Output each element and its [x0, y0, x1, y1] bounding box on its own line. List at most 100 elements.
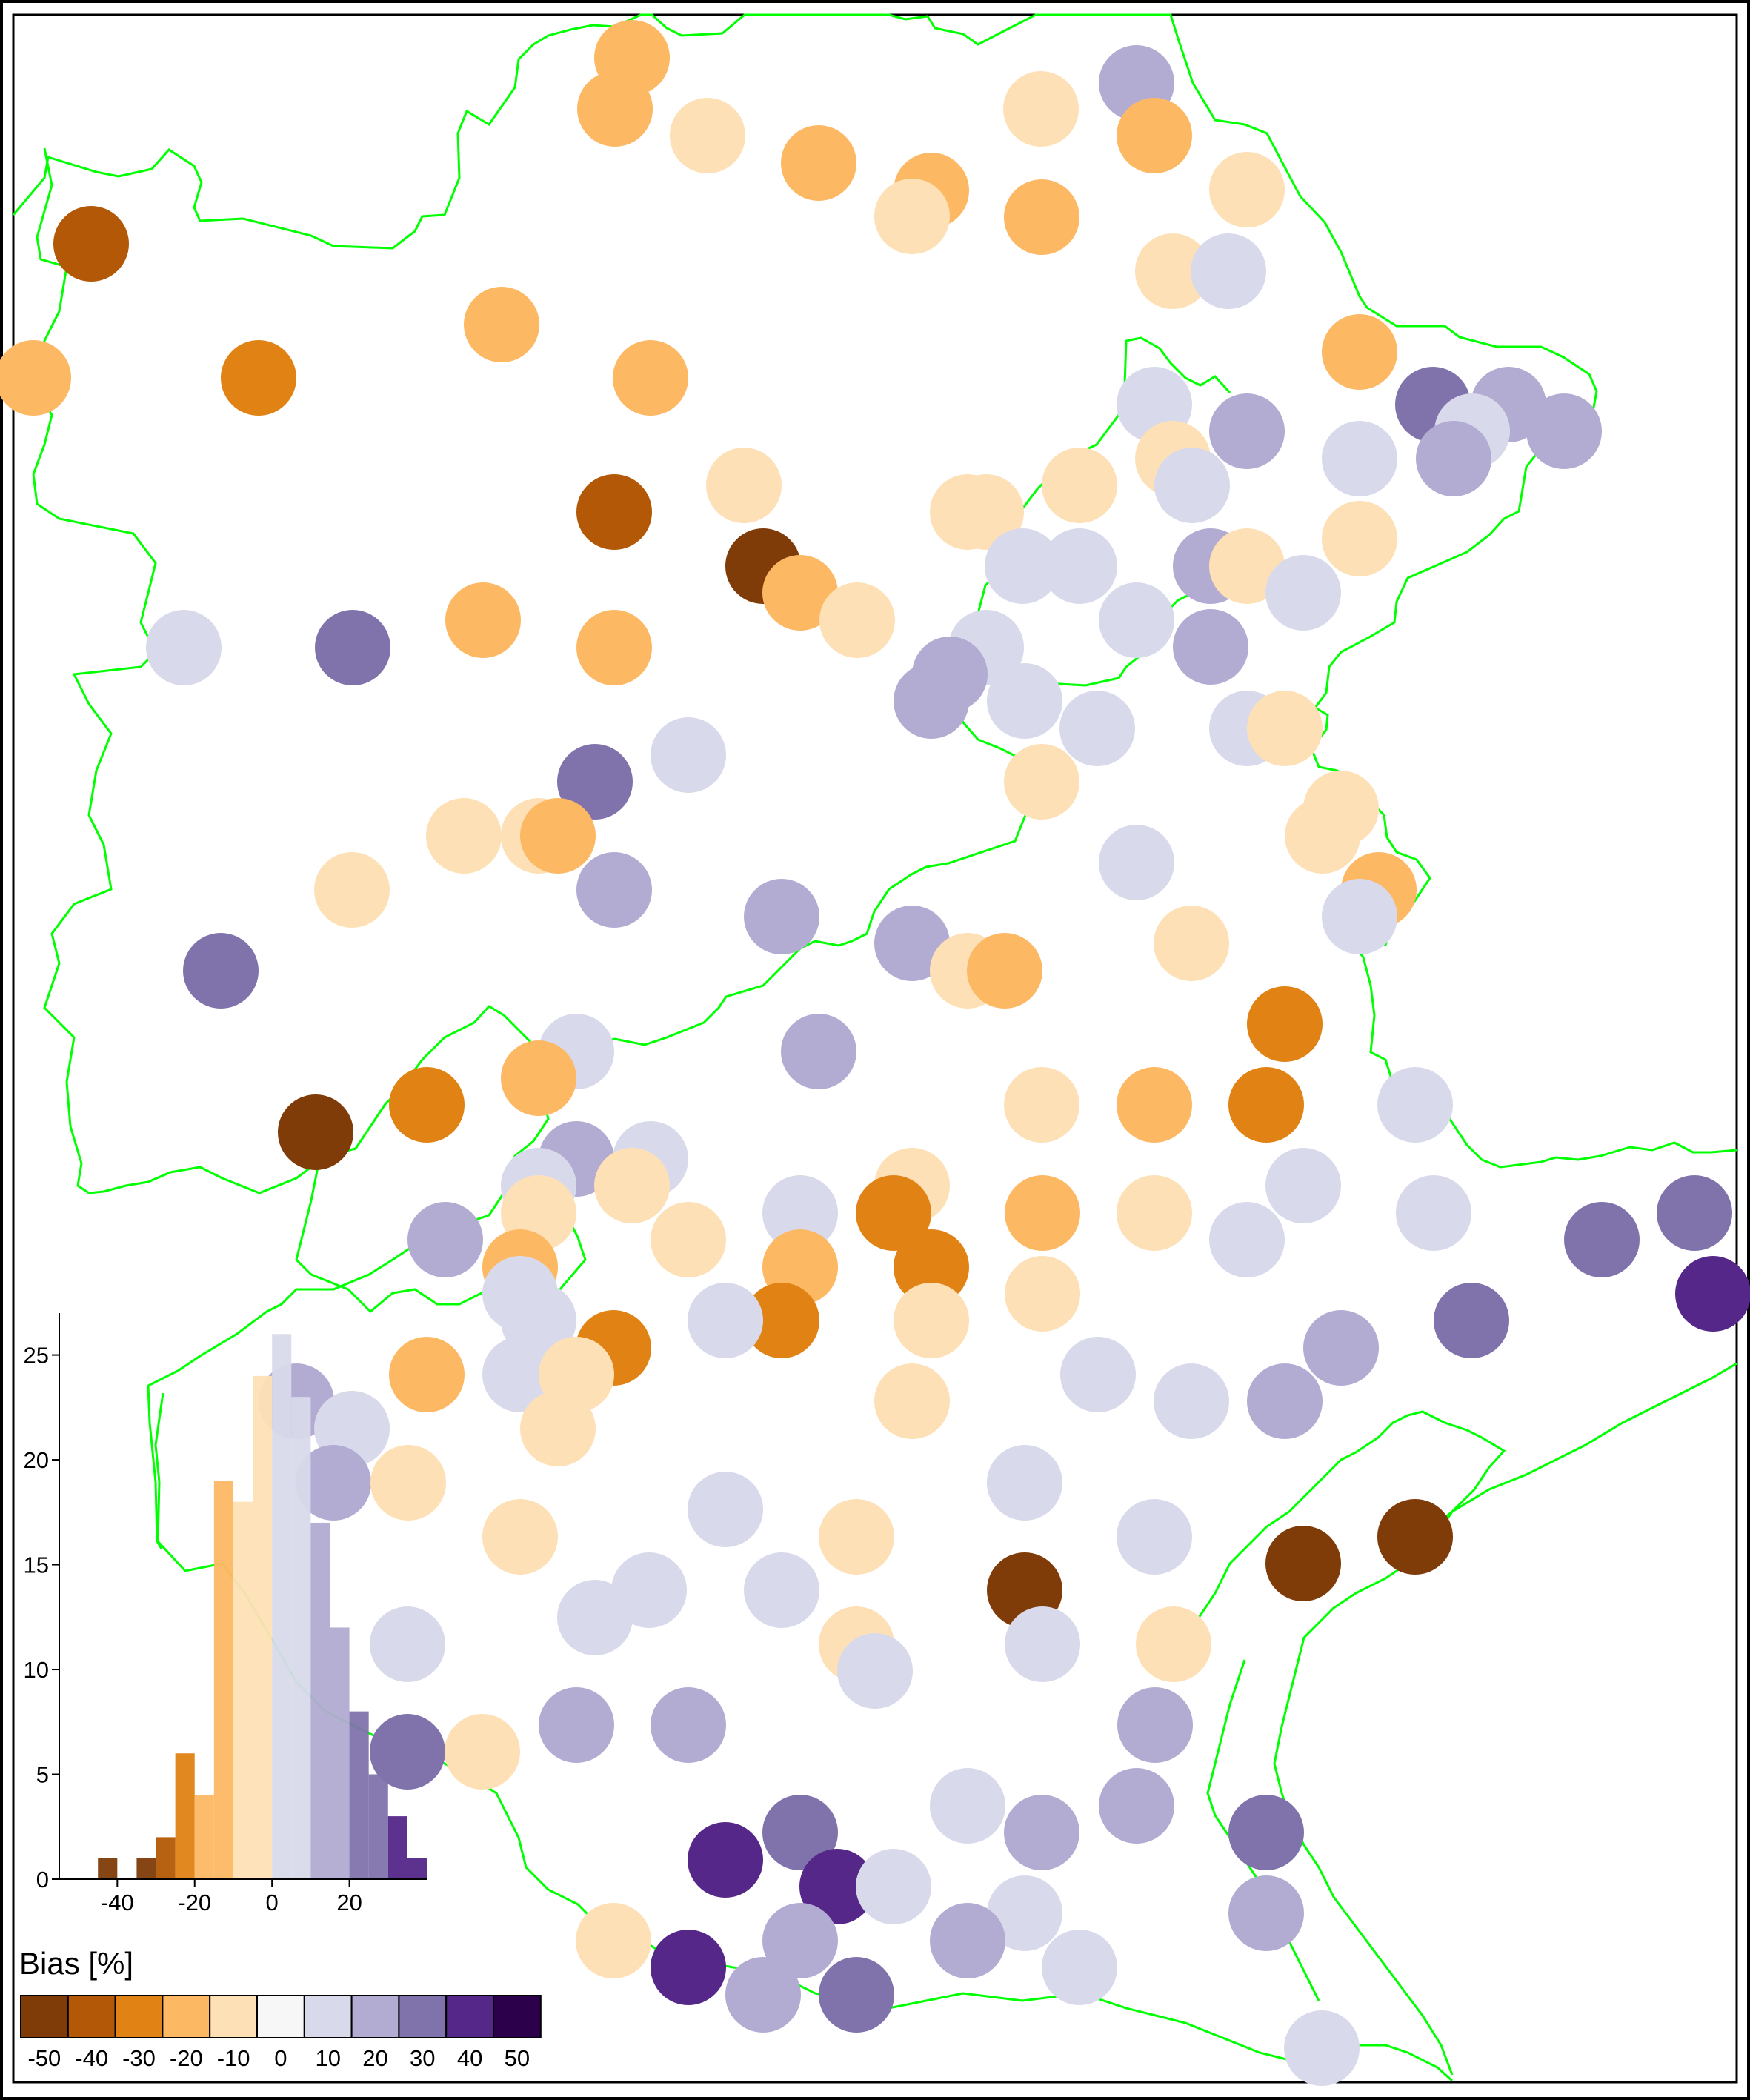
- legend-swatch: [398, 1995, 448, 2038]
- histogram-axes: 0 5 10 15 20 25 -40 -20 0 20: [24, 1313, 427, 1915]
- station-marker: [594, 1148, 670, 1223]
- station-marker: [577, 71, 653, 147]
- station-marker: [1322, 314, 1397, 390]
- station-marker: [370, 1606, 445, 1682]
- station-marker: [296, 1445, 371, 1521]
- legend-label: 30: [410, 2045, 435, 2071]
- station-marker: [819, 1499, 894, 1575]
- station-marker: [1117, 1175, 1192, 1251]
- histogram-bar: [253, 1375, 273, 1879]
- station-marker: [894, 1229, 969, 1305]
- station-marker: [837, 1633, 913, 1709]
- station-marker: [501, 1040, 576, 1116]
- station-marker: [706, 448, 782, 523]
- station-marker: [1675, 1256, 1750, 1332]
- station-marker: [894, 663, 969, 739]
- station-marker: [688, 1822, 763, 1898]
- x-tick-label: 20: [336, 1890, 362, 1915]
- station-marker: [1377, 1499, 1453, 1575]
- station-marker: [426, 798, 502, 874]
- station-marker: [670, 98, 745, 173]
- station-marker: [1228, 1875, 1304, 1951]
- station-marker: [1434, 1283, 1509, 1358]
- histogram-bar: [194, 1795, 214, 1879]
- station-marker: [985, 528, 1060, 604]
- station-marker: [1209, 393, 1285, 469]
- station-marker: [967, 933, 1042, 1009]
- station-marker: [781, 125, 856, 201]
- station-marker: [1117, 1499, 1192, 1575]
- station-marker: [613, 340, 688, 416]
- station-marker: [1247, 1363, 1323, 1439]
- station-marker: [688, 1472, 763, 1547]
- histogram-bar: [407, 1858, 427, 1879]
- station-marker: [651, 1930, 726, 2005]
- station-marker: [1657, 1175, 1732, 1251]
- station-marker: [482, 1337, 558, 1412]
- station-marker: [370, 1445, 446, 1521]
- station-marker: [1059, 691, 1135, 766]
- histogram-bar: [98, 1858, 118, 1879]
- station-marker: [987, 1875, 1062, 1951]
- station-marker: [744, 879, 819, 954]
- station-marker: [762, 1175, 838, 1251]
- station-marker: [370, 1714, 445, 1790]
- legend-swatch: [303, 1995, 353, 2038]
- station-marker: [407, 1202, 483, 1277]
- station-marker: [1042, 528, 1117, 604]
- station-marker: [856, 1175, 931, 1251]
- station-marker: [482, 1499, 558, 1575]
- station-marker: [1377, 1067, 1453, 1143]
- station-marker: [874, 179, 950, 254]
- station-marker: [0, 340, 71, 416]
- legend-swatch: [114, 1995, 164, 2038]
- station-marker: [1117, 98, 1192, 173]
- y-tick-label: 25: [24, 1343, 49, 1369]
- station-marker: [445, 1714, 520, 1790]
- station-marker: [874, 1363, 950, 1439]
- border-west-outline: [32, 147, 571, 1194]
- legend-labels: -50 -40 -30 -20 -10 0 10 20 30 40 50: [27, 2045, 530, 2071]
- station-marker: [651, 717, 726, 793]
- station-marker: [221, 340, 296, 416]
- station-marker: [146, 610, 222, 685]
- legend-swatch: [350, 1995, 400, 2038]
- station-marker: [576, 1903, 651, 1978]
- station-marker: [744, 1283, 819, 1358]
- station-marker: [1209, 1202, 1285, 1277]
- histogram-bar: [272, 1334, 292, 1879]
- station-marker: [1209, 528, 1285, 604]
- station-marker: [1416, 421, 1491, 496]
- legend-swatch: [67, 1995, 116, 2038]
- station-marker: [1042, 1930, 1117, 2005]
- station-marker: [725, 1957, 801, 2033]
- station-marker: [1228, 1067, 1304, 1143]
- legend-swatches: [20, 1995, 542, 2038]
- histogram-bar: [291, 1397, 311, 1879]
- station-marker: [1303, 1310, 1379, 1386]
- legend-swatch: [445, 1995, 495, 2038]
- station-marker: [1154, 906, 1229, 981]
- station-marker: [1322, 879, 1397, 954]
- station-marker: [520, 798, 596, 874]
- x-tick-label: -20: [178, 1890, 211, 1915]
- station-marker: [987, 663, 1062, 739]
- station-marker: [762, 555, 838, 631]
- station-marker: [1135, 233, 1211, 309]
- histogram-bar: [330, 1627, 350, 1879]
- histogram-bar: [387, 1816, 407, 1879]
- station-marker: [576, 610, 652, 685]
- station-marker: [781, 1014, 856, 1089]
- station-marker: [557, 1580, 633, 1655]
- station-marker: [389, 1337, 465, 1412]
- legend-label: -10: [217, 2045, 250, 2071]
- station-marker: [1003, 71, 1079, 147]
- station-marker: [799, 1849, 875, 1924]
- station-marker: [1099, 582, 1174, 658]
- station-marker: [1265, 1526, 1341, 1601]
- histogram-bar: [349, 1711, 369, 1879]
- bias-histogram: 0 5 10 15 20 25 -40 -20 0 20: [24, 1313, 427, 1915]
- y-tick-label: 5: [36, 1762, 49, 1788]
- border-coast-east: [1414, 1362, 1737, 1543]
- legend-swatch: [209, 1995, 259, 2038]
